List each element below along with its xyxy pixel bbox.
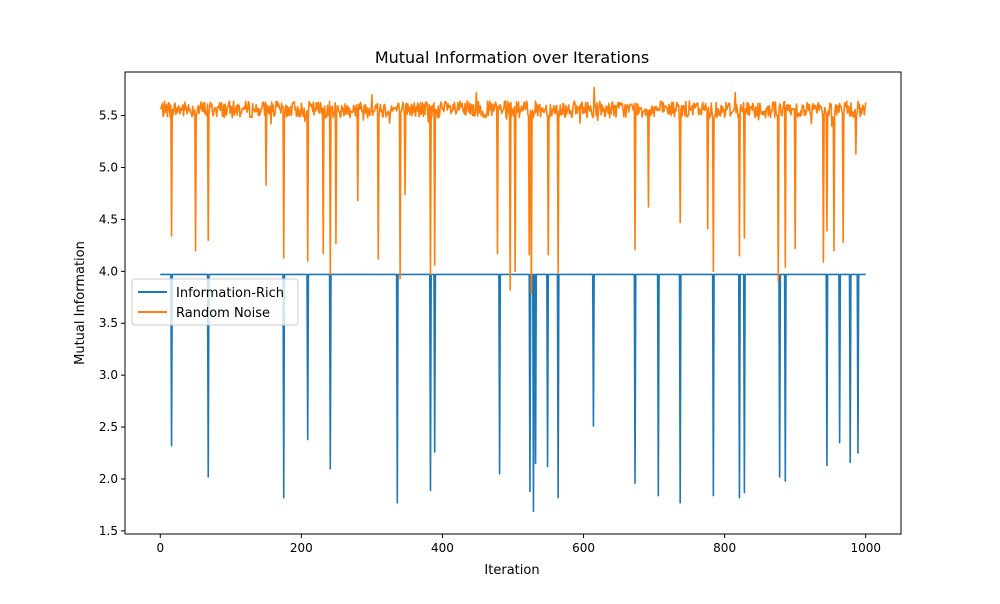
plot-frame [124, 71, 902, 535]
y-tick-label: 2.0 [99, 472, 118, 486]
x-tick-label: 1000 [850, 541, 881, 555]
legend-box [131, 278, 299, 326]
series-layer [159, 86, 867, 512]
y-tick-label: 2.5 [99, 420, 118, 434]
y-tick-label: 4.5 [99, 212, 118, 226]
legend: Information-Rich Random Noise [131, 278, 299, 326]
y-tick-label: 3.5 [99, 316, 118, 330]
series-line-information-rich [160, 273, 866, 512]
y-tick-label: 5.5 [99, 109, 118, 123]
y-tick-label: 3.0 [99, 368, 118, 382]
y-axis-ticks: 1.5 2.0 2.5 3.0 3.5 4.0 4.5 5.0 5.5 [99, 109, 125, 538]
x-tick-label: 400 [431, 541, 454, 555]
x-tick-label: 0 [156, 541, 164, 555]
x-axis-ticks: 0 200 400 600 800 1000 [156, 534, 881, 555]
x-axis-label: Iteration [484, 563, 539, 578]
x-tick-label: 200 [290, 541, 313, 555]
series-line-random-noise [159, 86, 867, 294]
x-tick-label: 600 [572, 541, 595, 555]
x-tick-label: 800 [713, 541, 736, 555]
legend-label-information-rich: Information-Rich [176, 286, 284, 301]
y-tick-label: 4.0 [99, 264, 118, 278]
chart-title: Mutual Information over Iterations [375, 48, 649, 67]
y-tick-label: 5.0 [99, 161, 118, 175]
y-axis-label: Mutual Information [73, 241, 88, 365]
y-tick-label: 1.5 [99, 524, 118, 538]
legend-label-random-noise: Random Noise [176, 306, 270, 321]
